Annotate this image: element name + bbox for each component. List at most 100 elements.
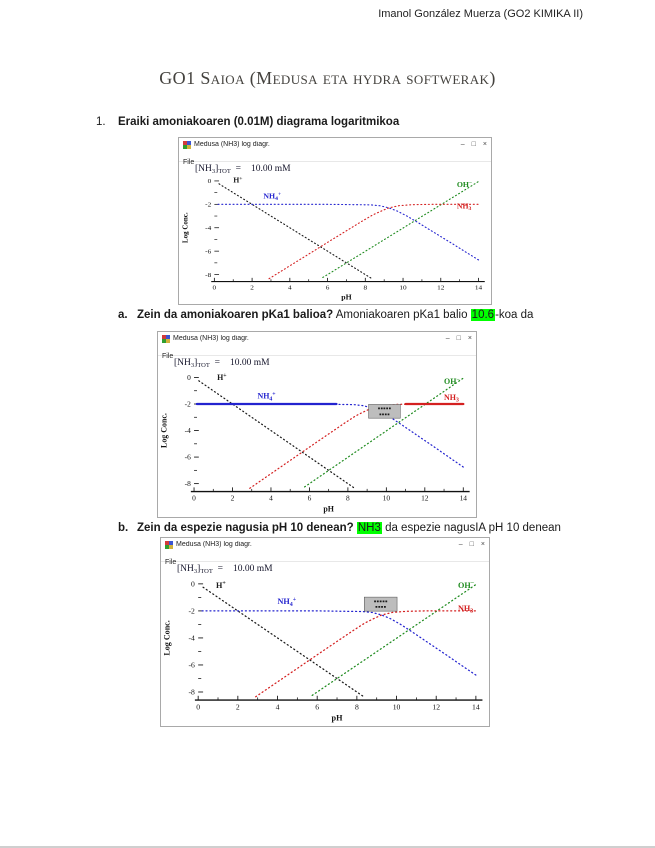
y-tick-label: -6	[185, 453, 191, 462]
x-tick-label: 4	[276, 702, 280, 711]
log-diagram-plot[interactable]: [NH3]TOT = 10.00 mM 0 2 4 6 8 10 12 14 0 -2 -4 -6 -8 p…	[158, 356, 476, 517]
tooltip-line: ▪▪▪▪▪	[374, 600, 388, 605]
oh-label: OH−	[444, 377, 460, 386]
question-a: a. Zein da amoniakoaren pKa1 balioa? Amon…	[118, 309, 533, 321]
y-tick-label: -4	[189, 634, 196, 643]
equation-segment: 10.00 mM	[232, 564, 273, 574]
x-tick-label: 10	[383, 494, 391, 503]
equation-segment: ]	[197, 564, 201, 574]
y-tick-label: -2	[189, 607, 196, 616]
equation-segment: [NH	[177, 564, 194, 574]
equation-segment: ]	[194, 358, 198, 368]
close-button[interactable]: ×	[467, 335, 472, 342]
total-concentration-equation: [NH3]TOT = 10.00 mM	[174, 358, 270, 369]
window-menubar: File	[158, 345, 476, 360]
x-tick-label: 10	[393, 702, 401, 711]
window-controls: – □ ×	[446, 335, 472, 342]
medusa-window-3: Medusa (NH3) log diagr. – □ × File [NH3]TO…	[160, 537, 490, 727]
window-titlebar[interactable]: Medusa (NH3) log diagr. – □ ×	[158, 332, 476, 345]
series-nh4-	[217, 203, 480, 261]
nh3-label: NH3	[458, 604, 473, 615]
x-tick-label: 2	[236, 702, 240, 711]
x-axis-label: pH	[341, 293, 352, 302]
file-menu[interactable]: File	[183, 159, 195, 166]
question-b-text: Zein da espezie nagusia pH 10 denean?	[137, 522, 354, 534]
equation-segment: 3	[193, 568, 198, 575]
window-menubar: File	[179, 151, 491, 166]
x-tick-label: 6	[308, 494, 312, 503]
window-title: Medusa (NH3) log diagr.	[176, 541, 252, 548]
answer-a-pre: Amoniakoaren pKa1 balio	[333, 309, 471, 321]
maximize-button[interactable]: □	[469, 541, 474, 548]
answer-b-highlight: NH3	[356, 522, 382, 534]
minimize-button[interactable]: –	[458, 541, 463, 548]
window-title: Medusa (NH3) log diagr.	[194, 141, 270, 148]
x-tick-label: 0	[192, 494, 196, 503]
medusa-window-2: Medusa (NH3) log diagr. – □ × File [NH3]TO…	[157, 331, 477, 518]
maximize-button[interactable]: □	[456, 335, 461, 342]
y-tick-label: 0	[187, 373, 191, 382]
close-button[interactable]: ×	[480, 541, 485, 548]
log-diagram-plot[interactable]: [NH3]TOT = 10.00 mM 0 2 4 6 8 10 12 14 0 -2 -4 -6 -8 p…	[161, 562, 489, 726]
nh3-label: NH3	[444, 393, 459, 404]
x-tick-label: 12	[421, 494, 429, 503]
page-title: GO1 Saioa (Medusa eta hydra softwerak)	[159, 68, 496, 88]
y-tick-label: -8	[189, 688, 196, 697]
y-tick-label: -6	[189, 661, 196, 670]
x-tick-label: 12	[437, 285, 445, 292]
x-tick-label: 8	[355, 702, 359, 711]
file-menu[interactable]: File	[162, 353, 174, 360]
x-axis-label: pH	[323, 505, 334, 514]
maximize-button[interactable]: □	[471, 141, 476, 148]
window-controls: – □ ×	[459, 541, 485, 548]
x-tick-label: 6	[326, 285, 330, 292]
y-axis-label: Log Conc.	[180, 212, 189, 243]
x-tick-label: 4	[288, 285, 292, 292]
close-button[interactable]: ×	[482, 141, 487, 148]
log-diagram-svg: 0 2 4 6 8 10 12 14 0 -2 -4 -6 -8 pH Log Conc. H+ NH4+ OH−…	[180, 176, 485, 302]
equation-segment: TOT	[197, 362, 210, 369]
x-tick-label: 10	[399, 285, 407, 292]
y-tick-label: -2	[185, 400, 191, 409]
equation-segment: [NH	[195, 164, 212, 174]
file-menu[interactable]: File	[165, 559, 177, 566]
nh3-label: NH3	[457, 202, 472, 212]
item-1-text: Eraiki amoniakoaren (0.01M) diagrama log…	[118, 116, 400, 128]
tooltip-line: ▪▪▪▪▪	[378, 407, 392, 412]
window-controls: – □ ×	[461, 141, 487, 148]
series-oh-	[322, 180, 480, 279]
equation-segment: 10.00 mM	[229, 358, 270, 368]
equation-segment: TOT	[218, 168, 231, 175]
series-nh4-	[197, 403, 464, 468]
y-axis-label: Log Conc.	[163, 620, 172, 655]
series-nh3	[268, 203, 480, 280]
answer-b-post: da espezie nagusIA pH 10 denean	[381, 522, 561, 534]
oh-label: OH−	[458, 581, 475, 590]
x-tick-label: 2	[231, 494, 235, 503]
total-concentration-equation: [NH3]TOT = 10.00 mM	[177, 564, 273, 575]
x-tick-label: 8	[346, 494, 350, 503]
y-tick-label: -4	[205, 225, 212, 232]
total-concentration-equation: [NH3]TOT = 10.00 mM	[195, 164, 291, 175]
equation-segment: [NH	[174, 358, 191, 368]
x-tick-label: 14	[472, 702, 480, 711]
log-diagram-svg: 0 2 4 6 8 10 12 14 0 -2 -4 -6 -8 pH Log Conc. H+ NH4+ OH−…	[163, 579, 483, 723]
medusa-app-icon	[162, 334, 170, 343]
y-tick-label: -8	[205, 272, 212, 279]
answer-a-post: -koa da	[495, 309, 534, 321]
question-a-text: Zein da amoniakoaren pKa1 balioa?	[137, 309, 334, 321]
log-diagram-plot[interactable]: [NH3]TOT = 10.00 mM 0 2 4 6 8 10 12 14 0 -2 -4 -6 -8 p…	[179, 162, 491, 304]
coordinate-tooltip	[363, 596, 398, 612]
x-tick-label: 14	[460, 494, 468, 503]
y-tick-label: 0	[191, 579, 195, 588]
numbered-item-1: 1. Eraiki amoniakoaren (0.01M) diagrama l…	[96, 116, 399, 128]
window-titlebar[interactable]: Medusa (NH3) log diagr. – □ ×	[161, 538, 489, 551]
minimize-button[interactable]: –	[460, 141, 465, 148]
y-tick-label: 0	[208, 178, 212, 185]
nh4-label: NH4+	[278, 597, 297, 608]
window-titlebar[interactable]: Medusa (NH3) log diagr. – □ ×	[179, 138, 491, 151]
minimize-button[interactable]: –	[445, 335, 450, 342]
item-number: 1.	[96, 116, 106, 128]
equation-segment: 3	[211, 168, 216, 175]
